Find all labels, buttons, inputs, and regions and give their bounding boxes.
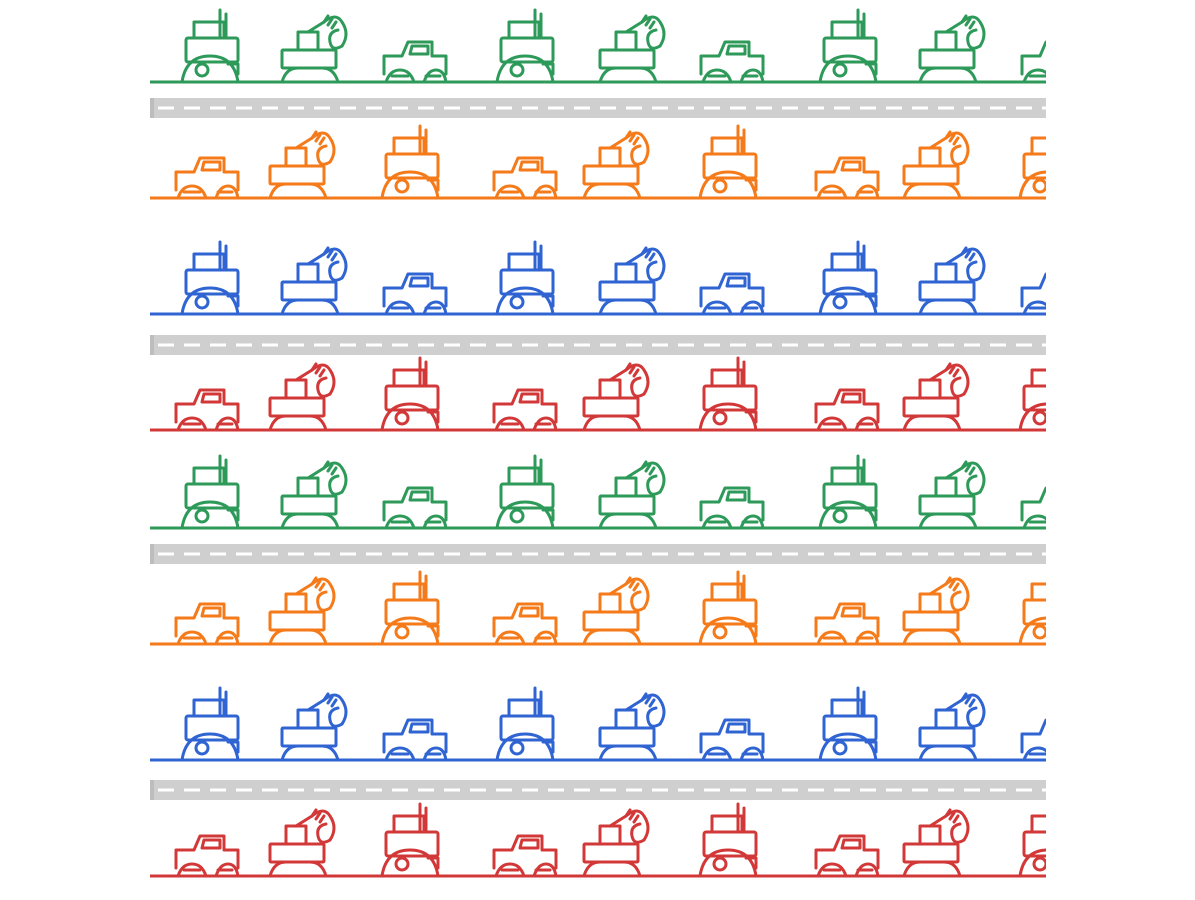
- excavator-icon: [266, 362, 336, 432]
- excavator-icon: [916, 246, 986, 316]
- tractor-icon: [493, 686, 557, 762]
- tractor-icon: [816, 686, 880, 762]
- tractor-icon: [493, 8, 557, 84]
- road: [150, 544, 1046, 564]
- pickup-truck-icon: [378, 40, 450, 84]
- excavator-icon: [900, 362, 970, 432]
- tractor-icon: [178, 454, 242, 530]
- pickup-truck-icon: [488, 156, 560, 200]
- excavator-icon: [580, 576, 650, 646]
- tractor-icon: [696, 802, 760, 878]
- excavator-icon: [916, 14, 986, 84]
- pickup-truck-icon: [1016, 40, 1046, 84]
- excavator-icon: [596, 14, 666, 84]
- vehicle-strip-orange: [150, 124, 1046, 200]
- pickup-truck-icon: [170, 388, 242, 432]
- excavator-icon: [900, 808, 970, 878]
- vehicle-strip-red: [150, 802, 1046, 878]
- pickup-truck-icon: [810, 834, 882, 878]
- excavator-icon: [278, 692, 348, 762]
- excavator-icon: [916, 692, 986, 762]
- pickup-truck-icon: [695, 272, 767, 316]
- pickup-truck-icon: [488, 834, 560, 878]
- pickup-truck-icon: [810, 388, 882, 432]
- tractor-icon: [378, 124, 442, 200]
- road: [150, 98, 1046, 118]
- pickup-truck-icon: [1016, 718, 1046, 762]
- tractor-icon: [696, 356, 760, 432]
- pickup-truck-icon: [170, 602, 242, 646]
- road: [150, 335, 1046, 355]
- vehicle-strip-blue: [150, 240, 1046, 316]
- pickup-truck-icon: [810, 602, 882, 646]
- tractor-icon: [178, 240, 242, 316]
- tractor-icon: [816, 454, 880, 530]
- excavator-icon: [900, 576, 970, 646]
- excavator-icon: [278, 460, 348, 530]
- tractor-icon: [378, 802, 442, 878]
- tractor-icon: [1016, 570, 1046, 646]
- excavator-icon: [266, 576, 336, 646]
- vehicle-strip-red: [150, 356, 1046, 432]
- excavator-icon: [596, 460, 666, 530]
- pickup-truck-icon: [170, 156, 242, 200]
- excavator-icon: [596, 692, 666, 762]
- tractor-icon: [816, 8, 880, 84]
- pickup-truck-icon: [695, 718, 767, 762]
- excavator-icon: [900, 130, 970, 200]
- excavator-icon: [266, 130, 336, 200]
- pickup-truck-icon: [378, 718, 450, 762]
- pickup-truck-icon: [488, 388, 560, 432]
- pickup-truck-icon: [810, 156, 882, 200]
- vehicle-strip-blue: [150, 686, 1046, 762]
- pickup-truck-icon: [170, 834, 242, 878]
- vehicle-strip-green: [150, 8, 1046, 84]
- vehicle-strip-green: [150, 454, 1046, 530]
- tractor-icon: [696, 124, 760, 200]
- excavator-icon: [916, 460, 986, 530]
- excavator-icon: [278, 246, 348, 316]
- excavator-icon: [580, 130, 650, 200]
- tractor-icon: [493, 454, 557, 530]
- pickup-truck-icon: [1016, 486, 1046, 530]
- vehicle-strip-orange: [150, 570, 1046, 646]
- excavator-icon: [266, 808, 336, 878]
- tractor-icon: [178, 686, 242, 762]
- pickup-truck-icon: [1016, 272, 1046, 316]
- pickup-truck-icon: [695, 486, 767, 530]
- tractor-icon: [178, 8, 242, 84]
- pickup-truck-icon: [378, 272, 450, 316]
- pickup-truck-icon: [378, 486, 450, 530]
- road: [150, 780, 1046, 800]
- tractor-icon: [378, 356, 442, 432]
- tractor-icon: [1016, 356, 1046, 432]
- pickup-truck-icon: [488, 602, 560, 646]
- pickup-truck-icon: [695, 40, 767, 84]
- tractor-icon: [1016, 124, 1046, 200]
- excavator-icon: [580, 808, 650, 878]
- tractor-icon: [493, 240, 557, 316]
- excavator-icon: [580, 362, 650, 432]
- tractor-icon: [378, 570, 442, 646]
- excavator-icon: [278, 14, 348, 84]
- tractor-icon: [816, 240, 880, 316]
- tractor-icon: [696, 570, 760, 646]
- excavator-icon: [596, 246, 666, 316]
- tractor-icon: [1016, 802, 1046, 878]
